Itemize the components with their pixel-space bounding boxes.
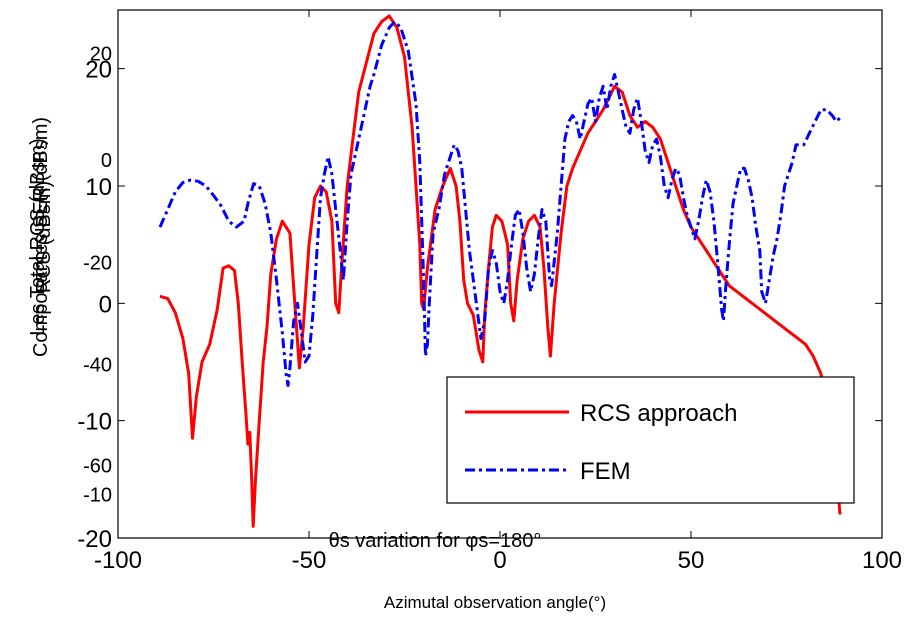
legend-box: [446, 376, 855, 504]
y-tick-label: 10: [85, 174, 112, 201]
y-tick-label: 0: [99, 291, 112, 318]
legend: RCS approach FEM: [446, 376, 855, 504]
ghost-tick-label: -10: [83, 485, 112, 507]
series-line-fem: [158, 20, 842, 387]
y-tick-label: -20: [77, 526, 112, 553]
legend-label: RCS approach: [580, 400, 737, 427]
x-tick-label: -50: [292, 547, 327, 574]
ghost-axis-layer: 20 0 -20 -40 -60 -10 θs variation for φs=180°: [83, 43, 541, 552]
x-tick-label: 100: [862, 547, 902, 574]
x-tick-label: 50: [678, 547, 705, 574]
ghost-tick-label: -40: [83, 354, 112, 376]
ghost-title: θs variation for φs=180°: [329, 530, 542, 552]
y-axis-label: Les Total RCS (dBsm): [27, 138, 49, 335]
x-tick-label: 0: [493, 547, 506, 574]
y-tick-label: 20: [85, 57, 112, 84]
ghost-tick-label: 0: [101, 150, 112, 172]
y-tick-label: -10: [77, 409, 112, 436]
y-axis-label: Composantes SER (dBsm): [30, 117, 52, 357]
ghost-tick-label: -20: [83, 252, 112, 274]
ghost-tick-label: 20: [90, 43, 112, 65]
label-layer: Azimutal observation angle(°) Les Total R…: [27, 117, 606, 612]
series-line-rcs-approach: [159, 14, 842, 528]
ghost-tick-label: -60: [83, 455, 112, 477]
y-axis-label: RCS (dBsm): [33, 181, 55, 293]
series-layer: [158, 14, 842, 528]
legend-label: FEM: [580, 458, 631, 485]
x-tick-label: -100: [94, 547, 142, 574]
x-axis-label: Azimutal observation angle(°): [384, 593, 606, 612]
